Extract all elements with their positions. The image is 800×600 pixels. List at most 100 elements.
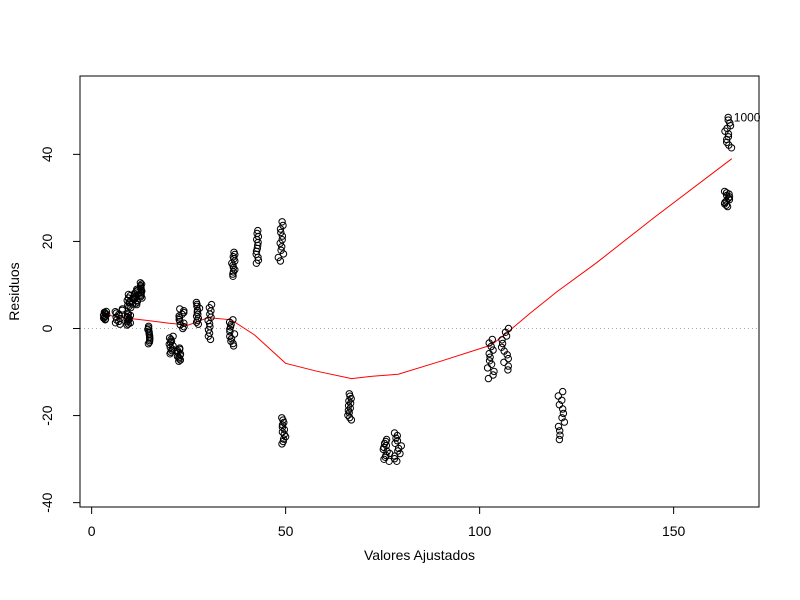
data-point	[123, 309, 132, 317]
data-point	[483, 364, 492, 372]
data-point	[278, 428, 287, 436]
data-point	[500, 347, 508, 355]
data-point	[124, 310, 133, 318]
plot-frame	[79, 75, 760, 508]
data-point	[192, 298, 201, 307]
data-point	[559, 405, 567, 413]
data-point	[279, 221, 287, 230]
data-point	[390, 429, 399, 437]
y-tick-label: 0	[39, 324, 55, 332]
data-point	[229, 339, 237, 348]
data-point	[278, 218, 286, 226]
data-point	[137, 288, 145, 297]
data-point	[345, 390, 353, 398]
data-point	[554, 422, 563, 431]
data-point	[722, 189, 731, 197]
data-point	[724, 116, 732, 124]
data-point	[555, 435, 564, 444]
data-point	[344, 402, 353, 410]
data-point	[720, 187, 729, 196]
x-axis-label: Valores Ajustados	[364, 547, 475, 563]
data-point	[176, 344, 184, 352]
data-point	[504, 362, 512, 370]
data-point	[380, 439, 389, 448]
data-point	[145, 327, 153, 335]
data-point	[559, 387, 567, 396]
point-label: 1000	[734, 110, 761, 124]
x-tick-label: 50	[278, 523, 294, 539]
data-point	[504, 366, 512, 374]
y-tick-label: -40	[39, 492, 55, 512]
data-point	[486, 353, 494, 361]
data-point	[484, 374, 493, 383]
data-point	[118, 305, 127, 313]
smooth-line-group	[103, 158, 733, 380]
data-point	[382, 435, 391, 444]
data-point	[487, 342, 495, 351]
data-point	[254, 226, 262, 235]
data-point	[504, 324, 513, 333]
data-point	[498, 336, 506, 344]
data-point	[229, 272, 237, 280]
data-point	[169, 332, 177, 340]
data-point	[125, 314, 133, 323]
data-point	[180, 307, 188, 315]
data-point	[278, 414, 286, 422]
data-point	[488, 335, 496, 344]
data-point	[556, 427, 564, 435]
data-point	[112, 309, 121, 317]
x-tick-label: 100	[468, 523, 492, 539]
data-point	[490, 367, 498, 376]
x-tick-label: 150	[662, 523, 686, 539]
data-point	[278, 236, 286, 244]
data-point	[180, 319, 188, 327]
data-point	[502, 332, 511, 340]
data-point	[226, 328, 234, 336]
data-point	[485, 349, 493, 358]
data-point	[180, 323, 188, 331]
data-point	[231, 266, 239, 274]
data-point	[280, 425, 289, 434]
y-tick-label: 40	[39, 146, 55, 162]
data-point	[253, 229, 261, 238]
data-point	[278, 243, 286, 251]
data-point	[230, 248, 238, 257]
data-point	[485, 357, 494, 365]
data-point	[724, 133, 733, 141]
y-tick-label: -20	[39, 405, 55, 425]
data-point	[176, 305, 184, 313]
data-point	[397, 442, 405, 450]
data-point	[497, 343, 506, 351]
data-point	[229, 253, 238, 261]
smooth-line	[103, 158, 733, 380]
data-point	[280, 430, 288, 439]
data-point	[559, 409, 568, 418]
data-point	[347, 416, 356, 424]
data-point	[136, 279, 145, 287]
data-point	[278, 423, 287, 431]
data-point	[391, 439, 399, 447]
data-point	[500, 358, 508, 366]
data-point	[136, 281, 145, 290]
data-point	[558, 414, 566, 422]
data-point	[489, 371, 497, 379]
data-points	[99, 113, 736, 465]
data-point	[111, 308, 120, 316]
data-point	[166, 339, 175, 347]
data-point	[344, 406, 353, 415]
x-axis: 0 50 100 150	[88, 506, 686, 539]
data-point	[103, 310, 111, 319]
data-point	[277, 246, 285, 255]
y-tick-label: 20	[39, 233, 55, 249]
data-point	[229, 316, 237, 324]
y-axis-label: Residuos	[6, 262, 22, 320]
data-point	[554, 392, 562, 400]
data-point	[498, 339, 507, 348]
data-point	[560, 418, 569, 426]
data-point	[137, 280, 146, 288]
data-point	[382, 451, 390, 460]
data-point	[144, 322, 153, 330]
data-point	[277, 228, 285, 237]
data-point	[487, 360, 496, 368]
